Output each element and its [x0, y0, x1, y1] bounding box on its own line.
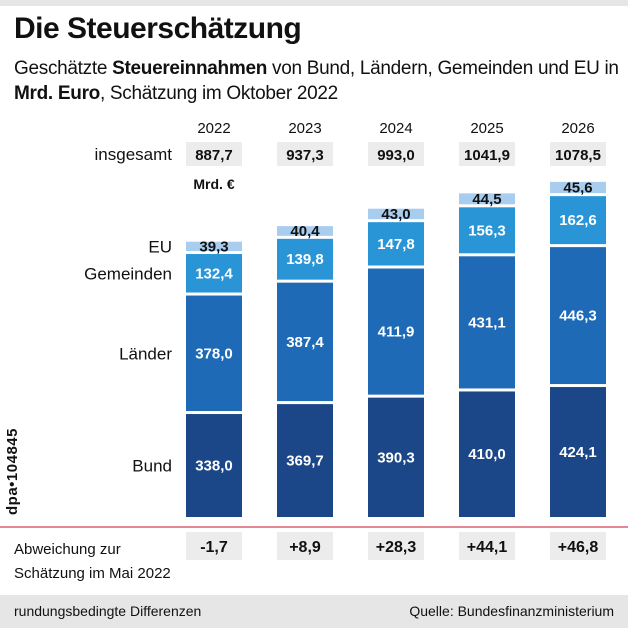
bar-value-label: 45,6 [563, 180, 592, 197]
total-value: 937,3 [286, 147, 324, 164]
total-box [186, 142, 242, 166]
deviation-box [186, 532, 242, 560]
bar-gemeinden [368, 222, 424, 266]
deviation-value: +8,9 [289, 539, 321, 556]
deviation-box [550, 532, 606, 560]
bar-bund [550, 387, 606, 517]
bar-eu [550, 181, 606, 194]
bar-länder [368, 268, 424, 395]
deviation-value: +28,3 [376, 539, 417, 556]
bar-value-label: 156,3 [468, 222, 506, 239]
total-value: 1041,9 [464, 147, 510, 164]
bar-eu [459, 193, 515, 205]
subtitle-bold: Mrd. Euro [14, 83, 100, 104]
series-label: Bund [132, 457, 172, 476]
bar-value-label: 390,3 [377, 449, 415, 466]
bar-value-label: 39,3 [199, 238, 228, 255]
deviation-label: Abweichung zur Schätzung im Mai 2022 [14, 541, 171, 582]
bar-eu [186, 241, 242, 252]
deviation-box [368, 532, 424, 560]
bar-value-label: 369,7 [286, 453, 324, 470]
subtitle-bold: Steuereinnahmen [112, 58, 268, 79]
bar-value-label: 139,8 [286, 251, 324, 268]
series-label: EU [148, 237, 172, 256]
bar-länder [186, 295, 242, 412]
deviation-box [277, 532, 333, 560]
bar-value-label: 147,8 [377, 236, 415, 253]
bar-value-label: 410,0 [468, 446, 506, 463]
subtitle-text: Geschätzte [14, 58, 113, 79]
bar-value-label: 387,4 [286, 334, 324, 351]
footer: rundungsbedingte Differenzen Quelle: Bun… [0, 595, 628, 628]
bar-gemeinden [186, 254, 242, 293]
bar-bund [277, 404, 333, 517]
total-box [368, 142, 424, 166]
totals-row-label: insgesamt [95, 145, 173, 164]
deviation-value: +46,8 [558, 539, 599, 556]
bar-value-label: 162,6 [559, 212, 597, 229]
bar-value-label: 132,4 [195, 265, 233, 282]
bar-länder [550, 247, 606, 385]
bar-gemeinden [277, 238, 333, 280]
bar-bund [459, 391, 515, 517]
total-value: 993,0 [377, 147, 415, 164]
bar-gemeinden [459, 207, 515, 254]
bar-value-label: 431,1 [468, 314, 506, 331]
total-box [277, 142, 333, 166]
bar-bund [186, 414, 242, 517]
credit: dpa•104845 [4, 428, 21, 515]
bar-eu [277, 226, 333, 236]
bar-value-label: 40,4 [290, 223, 320, 240]
bar-value-label: 43,0 [381, 206, 410, 223]
bar-value-label: 378,0 [195, 345, 233, 362]
unit-label: Mrd. € [193, 176, 234, 192]
deviation-box [459, 532, 515, 560]
deviation-value: -1,7 [200, 539, 228, 556]
series-label: Länder [119, 344, 172, 363]
bar-value-label: 424,1 [559, 444, 597, 461]
bar-bund [368, 397, 424, 517]
total-box [550, 142, 606, 166]
year-label: 2024 [379, 120, 412, 137]
year-label: 2026 [561, 120, 594, 137]
total-value: 887,7 [195, 147, 233, 164]
subtitle-text: , Schätzung im Oktober 2022 [99, 83, 338, 104]
bar-value-label: 44,5 [472, 191, 501, 208]
footer-source: Quelle: Bundesfinanzministerium [409, 603, 614, 619]
bar-eu [368, 208, 424, 220]
bar-value-label: 446,3 [559, 308, 597, 325]
footer-note: rundungsbedingte Differenzen [14, 603, 202, 619]
series-label: Gemeinden [84, 264, 172, 283]
bar-value-label: 338,0 [195, 458, 233, 475]
deviation-value: +44,1 [467, 539, 508, 556]
year-label: 2025 [470, 120, 503, 137]
bar-value-label: 411,9 [378, 324, 415, 341]
bar-länder [459, 256, 515, 389]
chart-subtitle: Geschätzte Steuereinnahmen von Bund, Län… [14, 56, 624, 106]
chart-title: Die Steuerschätzung [14, 12, 302, 45]
bar-gemeinden [550, 196, 606, 245]
year-label: 2023 [288, 120, 321, 137]
total-box [459, 142, 515, 166]
top-bar [0, 0, 628, 6]
bar-länder [277, 282, 333, 402]
total-value: 1078,5 [555, 147, 601, 164]
year-label: 2022 [197, 120, 230, 137]
subtitle-text: von Bund, Ländern, Gemeinden und EU in [267, 58, 619, 79]
